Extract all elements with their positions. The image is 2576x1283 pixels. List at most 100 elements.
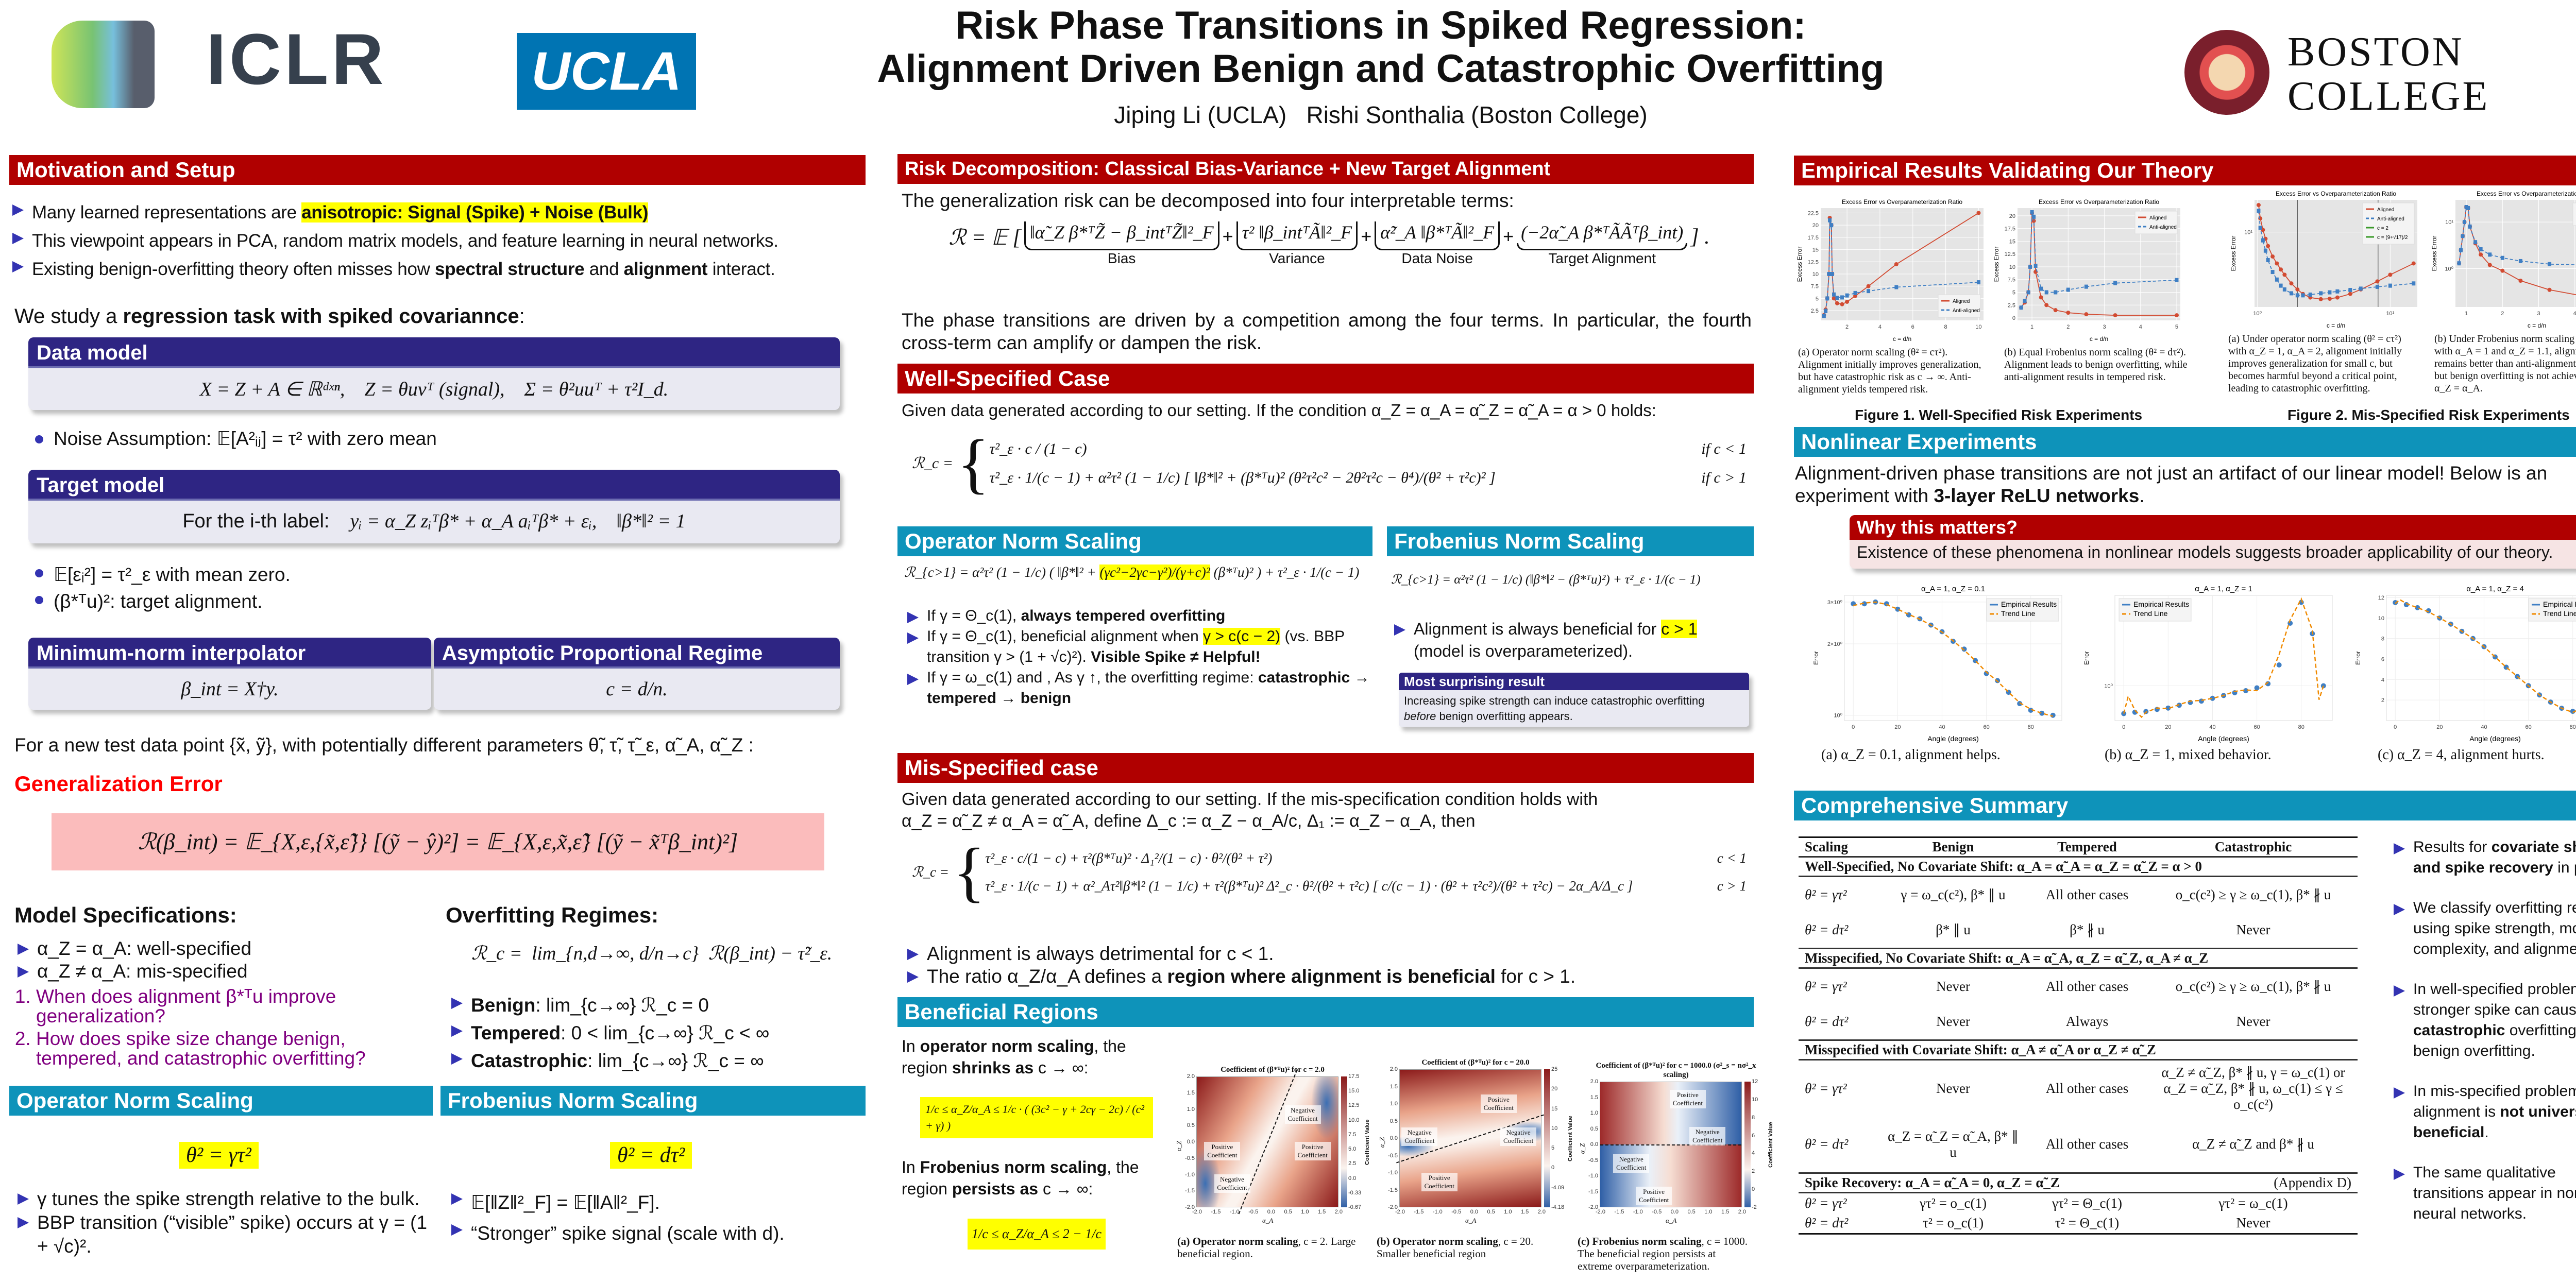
legend-label: c = 2 — [2377, 226, 2388, 231]
spec-mis-specified: α_Z ≠ α_A: mis-specified — [14, 960, 427, 983]
mis-specified-text-2: α_Z = α̃_Z ≠ α_A = α̃_A, define Δ_c := α… — [902, 811, 1476, 831]
y-tick: -1.0 — [1185, 1171, 1195, 1178]
positive-coefficient-label: Positive Coefficient — [1669, 1089, 1706, 1108]
x-tick-label: 4 — [2573, 311, 2576, 317]
x-tick: 0.0 — [1670, 1209, 1679, 1215]
term-target-alignment: (−2α̃_A β*ᵀÃÃᵀβ_int) Target Alignment — [1517, 221, 1688, 267]
x-tick-label: 0 — [1852, 724, 1855, 730]
colorbar-tick: 2.5 — [1348, 1160, 1357, 1167]
x-axis-label: α_A — [1262, 1217, 1274, 1224]
x-tick: -0.5 — [1451, 1209, 1462, 1215]
y-axis-label: Error — [2084, 651, 2090, 665]
motivation-bullets: Many learned representations are anisotr… — [9, 198, 880, 283]
operator-scaling-equation: θ² = γτ² — [179, 1142, 259, 1169]
y-tick: -2.0 — [1588, 1204, 1598, 1210]
nonlinear-plot-a: α_A = 1, α_Z = 0.1 Angle (degrees) Error 0 2… — [1814, 585, 2062, 743]
data-point — [2282, 287, 2286, 292]
italic-text: before — [1404, 710, 1436, 723]
data-point — [1824, 309, 1828, 313]
heatmap-title: Coefficient of (β*ᵀu)² for c = 20.0 — [1421, 1058, 1530, 1067]
legend-box — [2572, 202, 2576, 226]
legend-box — [2119, 598, 2192, 622]
block-title: Asymptotic Proportional Regime — [434, 638, 840, 669]
plot-area — [2455, 200, 2576, 307]
plus-sign: + — [1503, 226, 1514, 247]
risk-lhs: ℛ = 𝔼 [ — [948, 226, 1021, 250]
x-ticks: -2.0 -1.5 -1.0 -0.5 0.0 0.5 1.0 1.5 2.0 — [1596, 1209, 1746, 1215]
negative-coefficient-label: Negative Coefficient — [1689, 1127, 1726, 1146]
x-tick-label: 60 — [2525, 724, 2531, 730]
x-axis-label: Angle (degrees) — [2198, 734, 2249, 743]
text: in paper — [2557, 859, 2576, 876]
colorbar-label: Coefficient Value — [1768, 1122, 1774, 1168]
text: (β*ᵀu)² ) + τ²_ε · 1/(c − 1) — [1210, 564, 1360, 580]
question-2: How does spike size change benign, tempe… — [36, 1029, 433, 1068]
data-point — [2084, 284, 2088, 289]
figure-2b-caption: (b) Under Frobenius norm scaling (θ = √d… — [2434, 333, 2576, 394]
plot-title: α_A = 1, α_Z = 1 — [2195, 585, 2252, 593]
bullet-tempered: If γ = Θ_c(1), always tempered overfitti… — [904, 606, 1378, 626]
group-title-text: Spike Recovery: α_A = α̃_A = 0, α_Z = α̃… — [1805, 1175, 2060, 1190]
negative-coefficient-label: Negative Coefficient — [1500, 1127, 1537, 1146]
bold-text: operator norm scaling — [920, 1037, 1094, 1055]
iclr-wordmark: ICLR — [206, 19, 387, 99]
left-operator-norm-header: Operator Norm Scaling — [9, 1086, 433, 1116]
data-point — [2388, 272, 2393, 277]
y-ticks: -2.0 -1.5 -1.0 -0.5 0.0 0.5 1.0 1.5 2.0 — [1183, 1073, 1195, 1210]
test-point-text: For a new test data point {x̃, ỹ}, with … — [14, 734, 754, 756]
colorbar-tick: -4.09 — [1551, 1184, 1565, 1191]
data-point — [2053, 308, 2058, 313]
group-title-text: Well-Specified, No Covariate Shift: α_A … — [1805, 859, 2202, 874]
x-tick: -2.0 — [1192, 1209, 1202, 1215]
bold-text: Tempered — [471, 1022, 561, 1043]
y-tick: 0.0 — [1389, 1135, 1398, 1141]
bold-text: regression task with spiked covariannce — [123, 305, 519, 328]
stronger-spike-text: “Stronger” spike signal (scale with d). — [448, 1218, 860, 1249]
nonlinear-caption-c: (c) α_Z = 4, alignment hurts. — [2378, 747, 2545, 763]
y-tick: 0.5 — [1187, 1122, 1195, 1129]
x-axis-label: Angle (degrees) — [2469, 734, 2521, 743]
data-point — [2243, 688, 2249, 693]
x-tick: -1.0 — [1633, 1209, 1643, 1215]
bullet-always-beneficial: Alignment is always beneficial for c > 1… — [1391, 618, 1752, 662]
table-cell: All other cases — [2045, 978, 2129, 994]
y-tick-label: 3×10⁰ — [1827, 600, 1843, 606]
colorbar-tick: -0.33 — [1348, 1189, 1362, 1196]
data-point — [2210, 695, 2215, 701]
data-point — [2463, 220, 2467, 225]
y-tick: 0.0 — [1590, 1141, 1598, 1148]
data-point — [2500, 255, 2504, 260]
summary-bullet-3: In well-specified problems, stronger spi… — [2391, 979, 2576, 1062]
legend-box — [2134, 211, 2178, 234]
caption-bold: (a) Operator norm scaling — [1177, 1235, 1298, 1247]
positive-coefficient-label: Positive Coefficient — [1636, 1187, 1672, 1206]
y-tick-label: 10 — [1812, 271, 1819, 278]
operator-scaling-bullets: γ tunes the spike strength relative to t… — [14, 1187, 437, 1258]
text: : lim_{c→∞} ℛ_c = 0 — [535, 995, 709, 1016]
x-tick-label: 10 — [1975, 324, 1981, 330]
x-tick-label: 10¹ — [2386, 311, 2394, 317]
bullet-region: The ratio α_Z/α_A defines a region where… — [904, 965, 1754, 988]
positive-coefficient-label: Positive Coefficient — [1421, 1172, 1458, 1191]
colorbar-tick: -0.67 — [1348, 1204, 1362, 1210]
x-tick-label: 40 — [2209, 724, 2215, 730]
y-tick: 1.5 — [1187, 1089, 1195, 1096]
data-point — [2426, 608, 2431, 613]
table-cell: θ² = γτ² — [1805, 1080, 1847, 1096]
poster-title: Risk Phase Transitions in Spiked Regress… — [721, 4, 2040, 91]
data-point — [1830, 271, 1834, 276]
term-label: Bias — [1107, 250, 1136, 266]
risk-lhs: ℛ_c = — [912, 455, 953, 472]
case-1-expr: τ²_ε · c/(1 − c) + τ²(β*ᵀu)² · Δ₁²/(1 − … — [985, 850, 1273, 866]
legend-label: c = (9+√17)/2 — [2377, 234, 2408, 241]
x-tick-label: 4 — [1878, 324, 1882, 330]
well-specified-condition: Given data generated according to our se… — [902, 401, 1656, 420]
x-axis-label: c = d/n — [1893, 335, 1911, 343]
section-nonlinear-header: Nonlinear Experiments — [1794, 427, 2576, 457]
table-group-row: Misspecified with Covariate Shift: α_A ≠… — [1799, 1039, 2358, 1060]
table-cell: Always — [2065, 1014, 2109, 1030]
y-tick: 2.0 — [1389, 1066, 1398, 1072]
data-point — [2031, 218, 2036, 223]
iclr-logo: ICLR — [52, 21, 422, 108]
noise-text: Noise Assumption: 𝔼[A²ᵢⱼ] = τ² with zero… — [31, 427, 437, 450]
